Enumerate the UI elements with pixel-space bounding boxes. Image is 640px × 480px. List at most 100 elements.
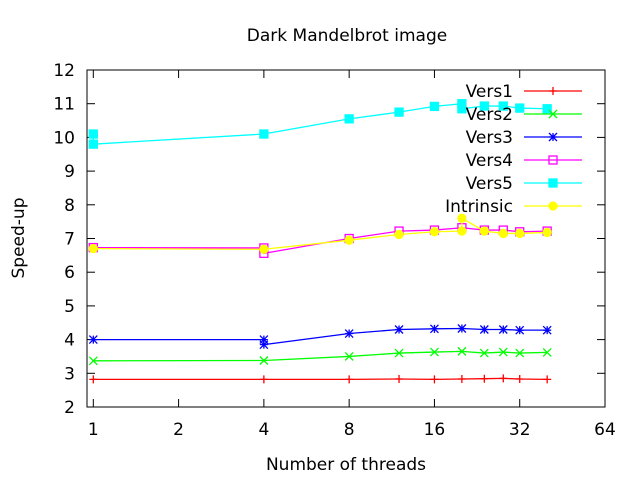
y-tick-label: 11 [53,95,75,115]
series-intrinsic [88,213,552,254]
y-tick-label: 6 [64,263,75,283]
data-point [548,155,558,165]
data-point [479,101,489,111]
data-point [480,374,489,383]
data-point [88,335,98,345]
series-vers3 [88,324,552,350]
data-point [548,178,558,188]
data-point [394,325,404,334]
data-point [498,325,508,334]
data-point [457,346,467,356]
data-point [429,324,439,334]
data-point [515,375,524,384]
series-line [93,217,548,250]
y-tick-label: 10 [53,128,75,148]
x-tick-label: 1 [88,420,99,440]
data-point [429,101,440,112]
y-tick-label: 5 [64,297,75,317]
data-point [429,347,439,357]
legend-entry-intrinsic: Intrinsic [445,197,582,217]
data-point [479,348,489,358]
data-point [395,375,404,384]
data-point [542,227,552,238]
x-tick-label: 64 [594,420,616,440]
data-point [89,375,98,384]
y-tick-label: 8 [64,196,75,216]
data-point [344,351,354,361]
legend-entry-vers2: Vers2 [466,105,582,125]
series-line [93,350,548,362]
data-point [479,226,489,236]
data-point [457,104,467,114]
data-point [548,201,558,211]
data-point [543,375,552,384]
data-point [542,104,552,114]
data-point [499,374,508,383]
data-point [548,109,558,119]
x-tick-label: 32 [509,420,531,440]
legend-label: Vers4 [466,151,513,171]
data-point [394,348,404,358]
x-tick-label: 4 [258,420,269,440]
legend-entry-vers4: Vers4 [466,151,582,171]
legend-label: Vers2 [466,105,513,125]
y-axis-label: Speed-up [9,198,29,279]
legend-label: Vers1 [466,82,513,102]
data-point [345,375,354,384]
data-point [457,375,466,384]
data-point [259,375,268,384]
data-point [549,87,557,95]
y-tick-label: 4 [64,331,75,351]
data-point [515,103,525,113]
legend-label: Vers5 [466,174,513,194]
legend-label: Intrinsic [445,197,513,217]
series-vers2 [88,346,552,366]
legend-entry-vers5: Vers5 [466,174,582,194]
data-point [457,226,467,236]
data-point [259,244,269,254]
data-point [88,139,98,149]
data-point [498,228,508,239]
data-point [498,347,508,357]
chart-title: Dark Mandelbrot image [247,26,447,46]
x-tick-label: 2 [173,420,184,440]
data-point [515,348,525,358]
data-point [515,325,525,335]
y-tick-label: 7 [64,230,75,250]
data-point [394,229,404,240]
data-point [542,347,552,357]
data-point [430,375,439,384]
x-axis-label: Number of threads [266,455,426,475]
data-point [88,356,98,366]
x-tick-label: 8 [344,420,355,440]
data-point [515,228,525,239]
data-point [88,243,98,254]
series-line [93,377,548,381]
series-vers5 [88,99,552,149]
data-point [259,129,269,139]
series-line [93,327,548,346]
data-point [457,213,467,223]
data-point [394,107,404,117]
data-point [88,129,98,139]
series-vers1 [89,374,552,384]
data-point [344,235,354,245]
y-tick-label: 3 [64,364,75,384]
legend-entry-vers1: Vers1 [466,82,582,102]
data-point [498,101,508,111]
data-point [479,325,489,334]
data-point [259,335,269,345]
legend-label: Vers3 [466,128,513,148]
legend-entry-vers3: Vers3 [466,128,582,148]
data-point [542,325,552,335]
plot-frame [86,69,606,408]
data-point [259,340,269,350]
data-point [259,356,269,365]
x-tick-label: 16 [424,420,446,440]
data-point [457,324,467,333]
data-point [548,132,558,142]
y-tick-label: 2 [64,398,75,418]
y-tick-label: 9 [64,162,75,182]
